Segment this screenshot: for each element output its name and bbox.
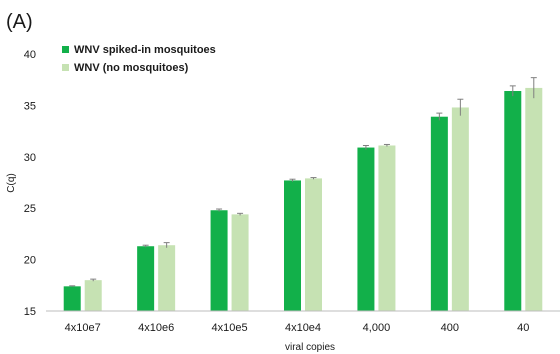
bar-series-1: [357, 147, 375, 311]
x-axis: 4x10e7 4x10e6 4x10e5 4x10e4 4,000 400 40: [46, 310, 560, 334]
y-tick-label: 35: [24, 100, 36, 112]
x-tick-label: 4,000: [363, 322, 391, 334]
x-tick-label: 40: [517, 322, 529, 334]
y-tick-label: 30: [24, 152, 36, 164]
y-tick-label: 25: [24, 203, 36, 215]
bar-series-2: [525, 87, 543, 311]
bar-series-1: [284, 180, 301, 311]
bar-series-1: [63, 286, 81, 311]
error-bars-layer: [69, 77, 537, 287]
bar-series-2: [451, 107, 469, 312]
y-tick-label: 20: [24, 255, 36, 267]
x-tick-label: 4x10e7: [65, 322, 101, 334]
bar-series-2: [305, 178, 322, 311]
x-axis-label: viral copies: [285, 342, 335, 353]
bar-series-2: [378, 145, 396, 311]
bar-series-2: [231, 214, 249, 311]
legend-label-series-2: WNV (no mosquitoes): [74, 62, 189, 74]
panel-label: (A): [6, 11, 33, 33]
legend: WNV spiked-in mosquitoes WNV (no mosquit…: [62, 44, 216, 74]
bar-series-2: [158, 245, 176, 311]
legend-swatch-series-1: [62, 46, 69, 53]
bar-series-1: [504, 91, 522, 312]
x-tick-label: 400: [441, 322, 459, 334]
legend-swatch-series-2: [62, 64, 69, 71]
bar-series-1: [210, 210, 228, 311]
bars-layer: [63, 87, 543, 312]
x-tick-label: 4x10e5: [212, 322, 248, 334]
y-tick-label: 15: [24, 306, 36, 318]
bar-series-1: [430, 116, 448, 311]
y-tick-label: 40: [24, 49, 36, 61]
x-tick-label: 4x10e6: [138, 322, 174, 334]
y-axis-label: C(q): [6, 173, 17, 192]
legend-label-series-1: WNV spiked-in mosquitoes: [74, 44, 216, 56]
bar-series-2: [84, 280, 102, 311]
x-tick-label: 4x10e4: [285, 322, 321, 334]
bar-series-1: [137, 246, 155, 311]
y-axis: 15 20 25 30 35 40: [24, 49, 36, 318]
